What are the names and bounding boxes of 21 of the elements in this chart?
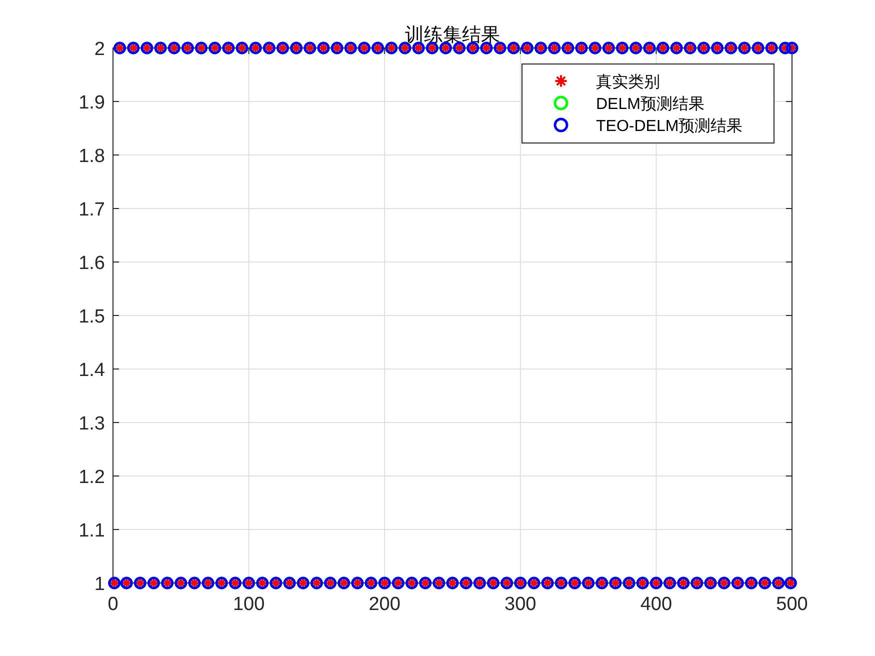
y-tick-label: 1.3: [78, 414, 105, 434]
y-tick-label: 1: [94, 574, 105, 595]
x-tick-label: 100: [232, 594, 265, 615]
x-tick-label: 200: [368, 594, 400, 615]
y-tick-label: 1.8: [78, 146, 105, 167]
y-tick-label: 1.5: [78, 306, 105, 328]
x-tick-label: 500: [776, 594, 808, 615]
y-tick-label: 2: [94, 39, 105, 60]
y-tick-label: 1.1: [78, 520, 105, 542]
legend-label: DELM预测结果: [596, 95, 704, 113]
legend-label: 真实类别: [596, 73, 660, 91]
x-tick-label: 400: [640, 594, 672, 615]
legend-label: TEO-DELM预测结果: [596, 117, 743, 135]
x-tick-label: 0: [108, 594, 118, 615]
chart-title: 训练集结果: [405, 25, 500, 46]
y-tick-label: 1.9: [78, 92, 105, 114]
y-tick-label: 1.7: [78, 200, 105, 220]
x-tick-label: 300: [504, 594, 536, 615]
y-tick-label: 1.2: [78, 467, 105, 488]
y-tick-label: 1.6: [78, 253, 105, 274]
y-tick-label: 1.4: [78, 360, 106, 381]
